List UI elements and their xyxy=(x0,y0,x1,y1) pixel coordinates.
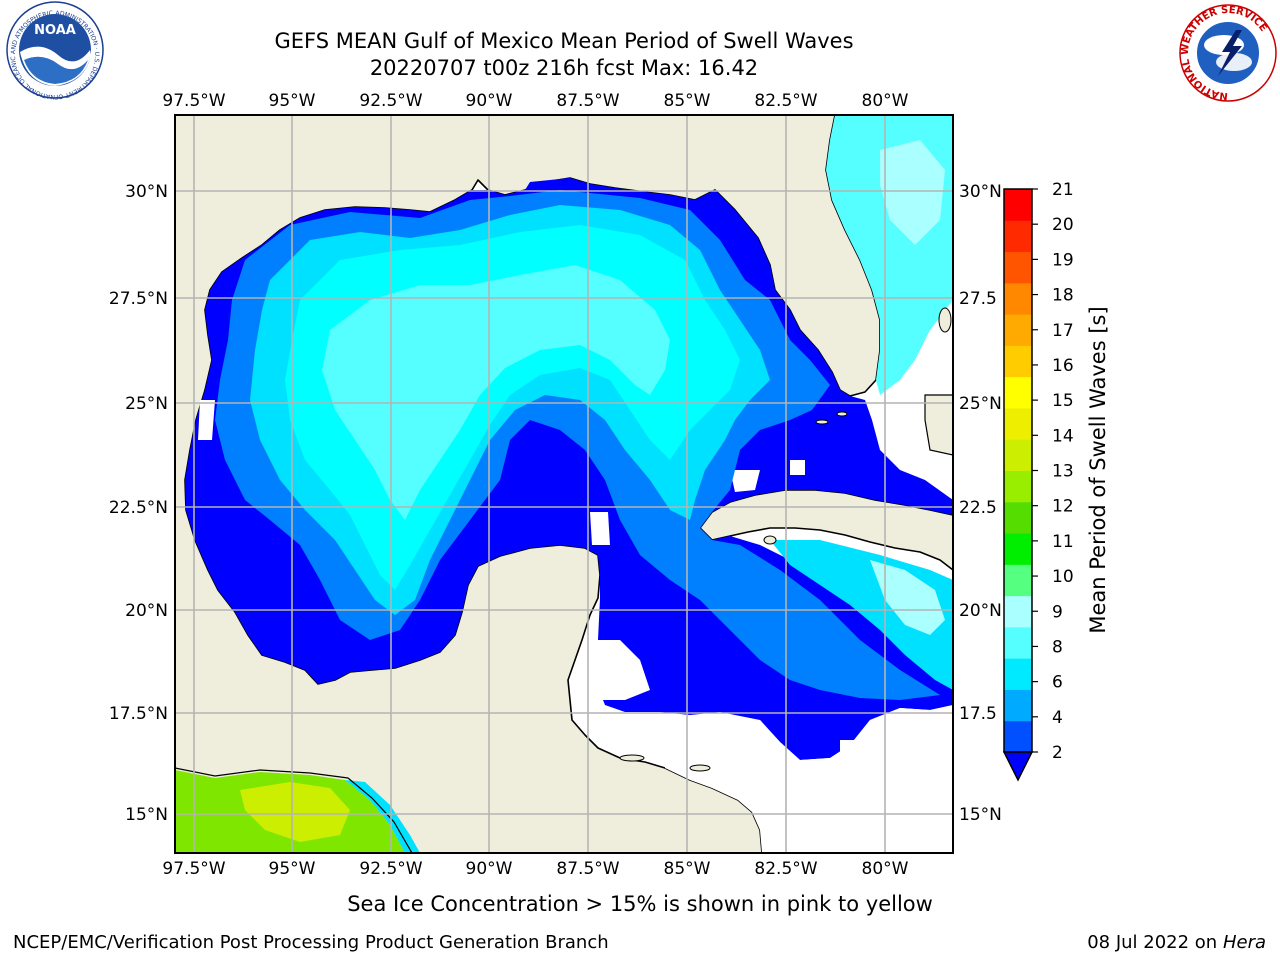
lat-label: 30°N xyxy=(959,182,1002,202)
colorbar-tick-label: 9 xyxy=(1052,602,1063,622)
colorbar-segment xyxy=(1004,314,1032,346)
footer-date: 08 Jul 2022 on Hera xyxy=(1087,932,1266,953)
lon-label: 97.5°W xyxy=(162,859,225,879)
colorbar-tick-label: 15 xyxy=(1052,391,1074,411)
colorbar-tick-label: 6 xyxy=(1052,673,1063,693)
colorbar-segment xyxy=(1004,658,1032,690)
field-pacific-14-15 xyxy=(240,782,350,842)
lat-label: 27.5°N xyxy=(109,289,168,309)
lon-label: 90°W xyxy=(466,91,513,111)
colorbar-segment xyxy=(1004,345,1032,378)
lat-label: 22.5 xyxy=(959,498,997,518)
colorbar-segment xyxy=(1004,626,1032,659)
lat-label: 22.5°N xyxy=(109,498,168,518)
gridlines xyxy=(175,115,953,853)
islands xyxy=(619,307,952,772)
noaa-logo-icon: NATIONAL OCEANIC AND ATMOSPHERIC ADMINIS… xyxy=(0,0,104,100)
map-frame xyxy=(174,114,954,854)
colorbar-extend-min xyxy=(1002,751,1034,782)
lon-label: 85°W xyxy=(664,859,711,879)
lon-labels-top: 97.5°W 95°W 92.5°W 90°W 87.5°W 85°W 82.5… xyxy=(162,91,908,111)
colorbar-segment xyxy=(1004,720,1032,753)
footer-date-text: 08 Jul 2022 on xyxy=(1087,932,1223,953)
lon-label: 82.5°W xyxy=(754,859,817,879)
lat-label: 25°N xyxy=(959,394,1002,414)
lon-label: 95°W xyxy=(269,91,316,111)
colorbar-tick-label: 16 xyxy=(1052,356,1074,376)
lon-label: 87.5°W xyxy=(556,91,619,111)
lon-label: 85°W xyxy=(664,91,711,111)
map-panel xyxy=(174,114,954,854)
field-band-9-10 xyxy=(322,265,670,520)
colorbar-tick-label: 8 xyxy=(1052,637,1063,657)
footer-credit: NCEP/EMC/Verification Post Processing Pr… xyxy=(13,932,609,953)
land-cuba xyxy=(699,489,953,571)
field-band-10-11-north xyxy=(880,140,945,245)
lon-labels-bottom: 97.5°W 95°W 92.5°W 90°W 87.5°W 85°W 82.5… xyxy=(162,859,908,879)
missing-data-patches xyxy=(198,400,953,853)
lon-label: 92.5°W xyxy=(359,859,422,879)
lon-label: 95°W xyxy=(269,859,316,879)
lat-label: 20°N xyxy=(959,601,1002,621)
colorbar-tick-label: 13 xyxy=(1052,462,1074,482)
lon-label: 92.5°W xyxy=(359,91,422,111)
nws-logo-icon: NATIONAL WEATHER SERVICE xyxy=(1179,4,1277,102)
lat-label: 15°N xyxy=(125,805,168,825)
lon-label: 80°W xyxy=(862,859,909,879)
colorbar-tick-label: 12 xyxy=(1052,497,1074,517)
colorbar-segment xyxy=(1004,220,1032,253)
colorbar-tick-label: 20 xyxy=(1052,215,1074,235)
lon-label: 90°W xyxy=(466,859,513,879)
colorbar-tick-label: 10 xyxy=(1052,567,1074,587)
caption: Sea Ice Concentration > 15% is shown in … xyxy=(347,892,933,916)
colorbar-tick-label: 11 xyxy=(1052,532,1074,552)
colorbar-tick-label: 18 xyxy=(1052,286,1074,306)
colorbar-tick-label: 21 xyxy=(1052,180,1074,200)
colorbar-tick-label: 14 xyxy=(1052,426,1074,446)
colorbar-segment xyxy=(1004,251,1032,284)
colorbar-segment xyxy=(1004,439,1032,471)
lat-label: 17.5°N xyxy=(109,704,168,724)
lat-label: 25°N xyxy=(125,394,168,414)
colorbar-segment xyxy=(1004,533,1032,565)
colorbar-segment xyxy=(1004,595,1032,628)
colorbar-segment xyxy=(1004,376,1032,409)
colorbar: 2 4 6 8 9 10 11 12 13 14 15 16 17 18 19 20 21 xyxy=(1002,180,1074,782)
lat-labels-right: 30°N 27.5 25°N 22.5 20°N 17.5 15°N xyxy=(959,182,1002,825)
lat-label: 27.5 xyxy=(959,289,997,309)
colorbar-tick-label: 4 xyxy=(1052,708,1063,728)
lat-label: 15°N xyxy=(959,805,1002,825)
noaa-logo-text: NOAA xyxy=(34,23,76,38)
lon-label: 80°W xyxy=(862,91,909,111)
colorbar-segment xyxy=(1004,282,1032,315)
lat-labels-left: 30°N 27.5°N 25°N 22.5°N 20°N 17.5°N 15°N xyxy=(109,182,168,825)
footer-host: Hera xyxy=(1222,932,1266,953)
colorbar-tick-label: 19 xyxy=(1052,250,1074,270)
field-band-10-11 xyxy=(870,560,945,635)
lat-label: 30°N xyxy=(125,182,168,202)
lon-label: 97.5°W xyxy=(162,91,225,111)
colorbar-segment xyxy=(1004,407,1032,440)
lon-label: 82.5°W xyxy=(754,91,817,111)
colorbar-segment xyxy=(1004,564,1032,597)
colorbar-segment xyxy=(1004,689,1032,722)
colorbar-tick-label: 2 xyxy=(1052,743,1063,763)
colorbar-label: Mean Period of Swell Waves [s] xyxy=(1086,306,1110,633)
colorbar-segment xyxy=(1004,470,1032,503)
lat-label: 20°N xyxy=(125,601,168,621)
colorbar-tick-label: 17 xyxy=(1052,321,1074,341)
chart-subtitle: 20220707 t00z 216h fcst Max: 16.42 xyxy=(370,56,758,80)
colorbar-segment xyxy=(1004,501,1032,534)
land-bahamas xyxy=(924,394,953,456)
lon-label: 87.5°W xyxy=(556,859,619,879)
chart-title: GEFS MEAN Gulf of Mexico Mean Period of … xyxy=(274,29,853,53)
colorbar-segment xyxy=(1004,189,1032,221)
lat-label: 17.5 xyxy=(959,704,997,724)
